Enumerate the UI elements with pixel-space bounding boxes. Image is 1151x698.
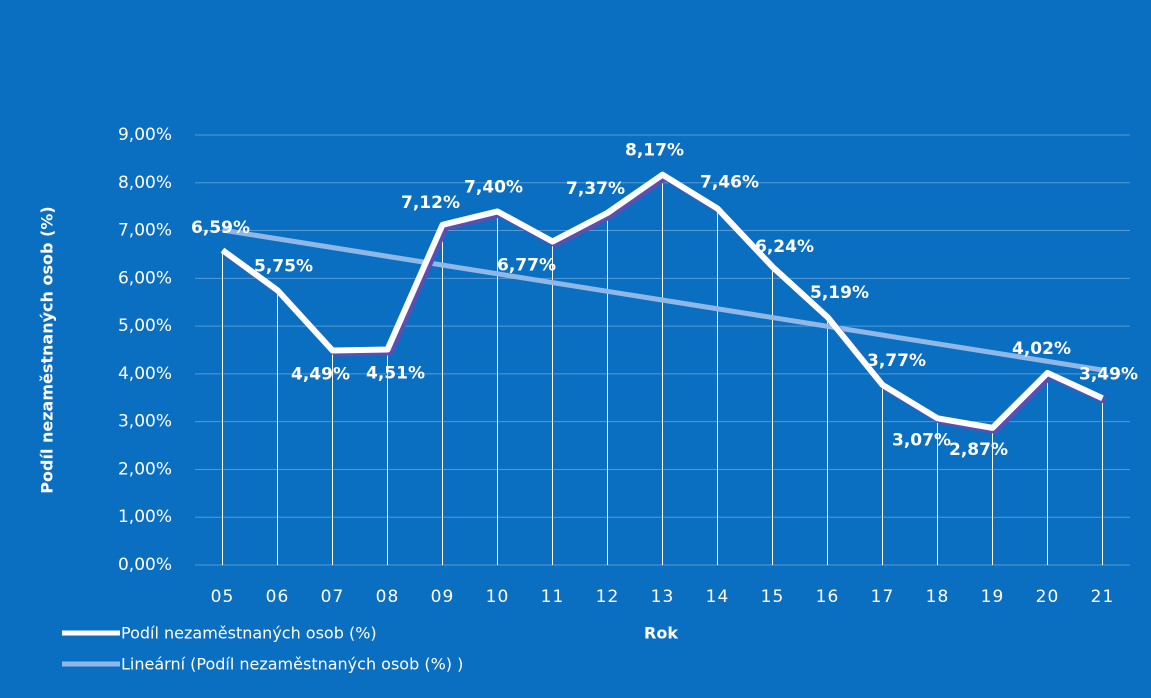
x-tick-label: 05 [211, 587, 235, 607]
trend-line [222, 227, 1103, 373]
data-label: 6,77% [497, 256, 556, 276]
y-tick-label: 8,00% [118, 173, 172, 193]
series-line [220, 171, 1104, 431]
y-tick-label: 3,00% [118, 412, 172, 432]
data-label: 3,07% [892, 430, 951, 450]
data-label: 5,19% [810, 283, 869, 303]
data-label: 7,12% [401, 193, 460, 213]
data-label: 7,40% [464, 177, 523, 197]
legend-label: Podíl nezaměstnaných osob (%) [121, 624, 377, 643]
x-tick-label: 18 [926, 587, 950, 607]
y-tick-label: 5,00% [118, 316, 172, 336]
x-axis-title: Rok [644, 624, 678, 643]
data-label: 6,24% [755, 237, 814, 257]
y-tick-label: 4,00% [118, 364, 172, 384]
legend: Podíl nezaměstnaných osob (%) Lineární (… [62, 624, 463, 674]
x-tick-label: 20 [1036, 587, 1060, 607]
data-label: 4,02% [1012, 339, 1071, 359]
data-label: 6,59% [191, 218, 250, 238]
data-label: 7,46% [700, 173, 759, 193]
y-tick-label: 9,00% [118, 125, 172, 145]
data-label: 5,75% [254, 256, 313, 276]
data-label: 3,49% [1079, 364, 1138, 384]
x-tick-label: 07 [321, 587, 345, 607]
x-tick-label: 15 [761, 587, 785, 607]
x-tick-label: 10 [486, 587, 510, 607]
y-tick-label: 6,00% [118, 268, 172, 288]
x-tick-label: 13 [651, 587, 675, 607]
x-tick-label: 16 [816, 587, 840, 607]
x-tick-label: 09 [431, 587, 455, 607]
x-tick-label: 06 [266, 587, 290, 607]
data-label: 3,77% [867, 351, 926, 371]
data-label: 4,51% [366, 364, 425, 384]
legend-label: Lineární (Podíl nezaměstnaných osob (%) … [121, 655, 463, 674]
data-label: 7,37% [566, 179, 625, 199]
x-tick-label: 19 [981, 587, 1005, 607]
data-label: 4,49% [291, 364, 350, 384]
y-tick-label: 0,00% [118, 555, 172, 575]
x-tick-label: 17 [871, 587, 895, 607]
y-tick-label: 1,00% [118, 507, 172, 527]
y-tick-label: 7,00% [118, 221, 172, 241]
x-tick-label: 11 [541, 587, 565, 607]
x-tick-label: 14 [706, 587, 730, 607]
data-label: 8,17% [625, 141, 684, 161]
x-tick-label: 12 [596, 587, 620, 607]
x-tick-label: 21 [1091, 587, 1115, 607]
y-tick-label: 2,00% [118, 459, 172, 479]
data-label: 2,87% [949, 440, 1008, 460]
y-axis-title: Podíl nezaměstnaných osob (%) [38, 206, 57, 493]
x-tick-label: 08 [376, 587, 400, 607]
